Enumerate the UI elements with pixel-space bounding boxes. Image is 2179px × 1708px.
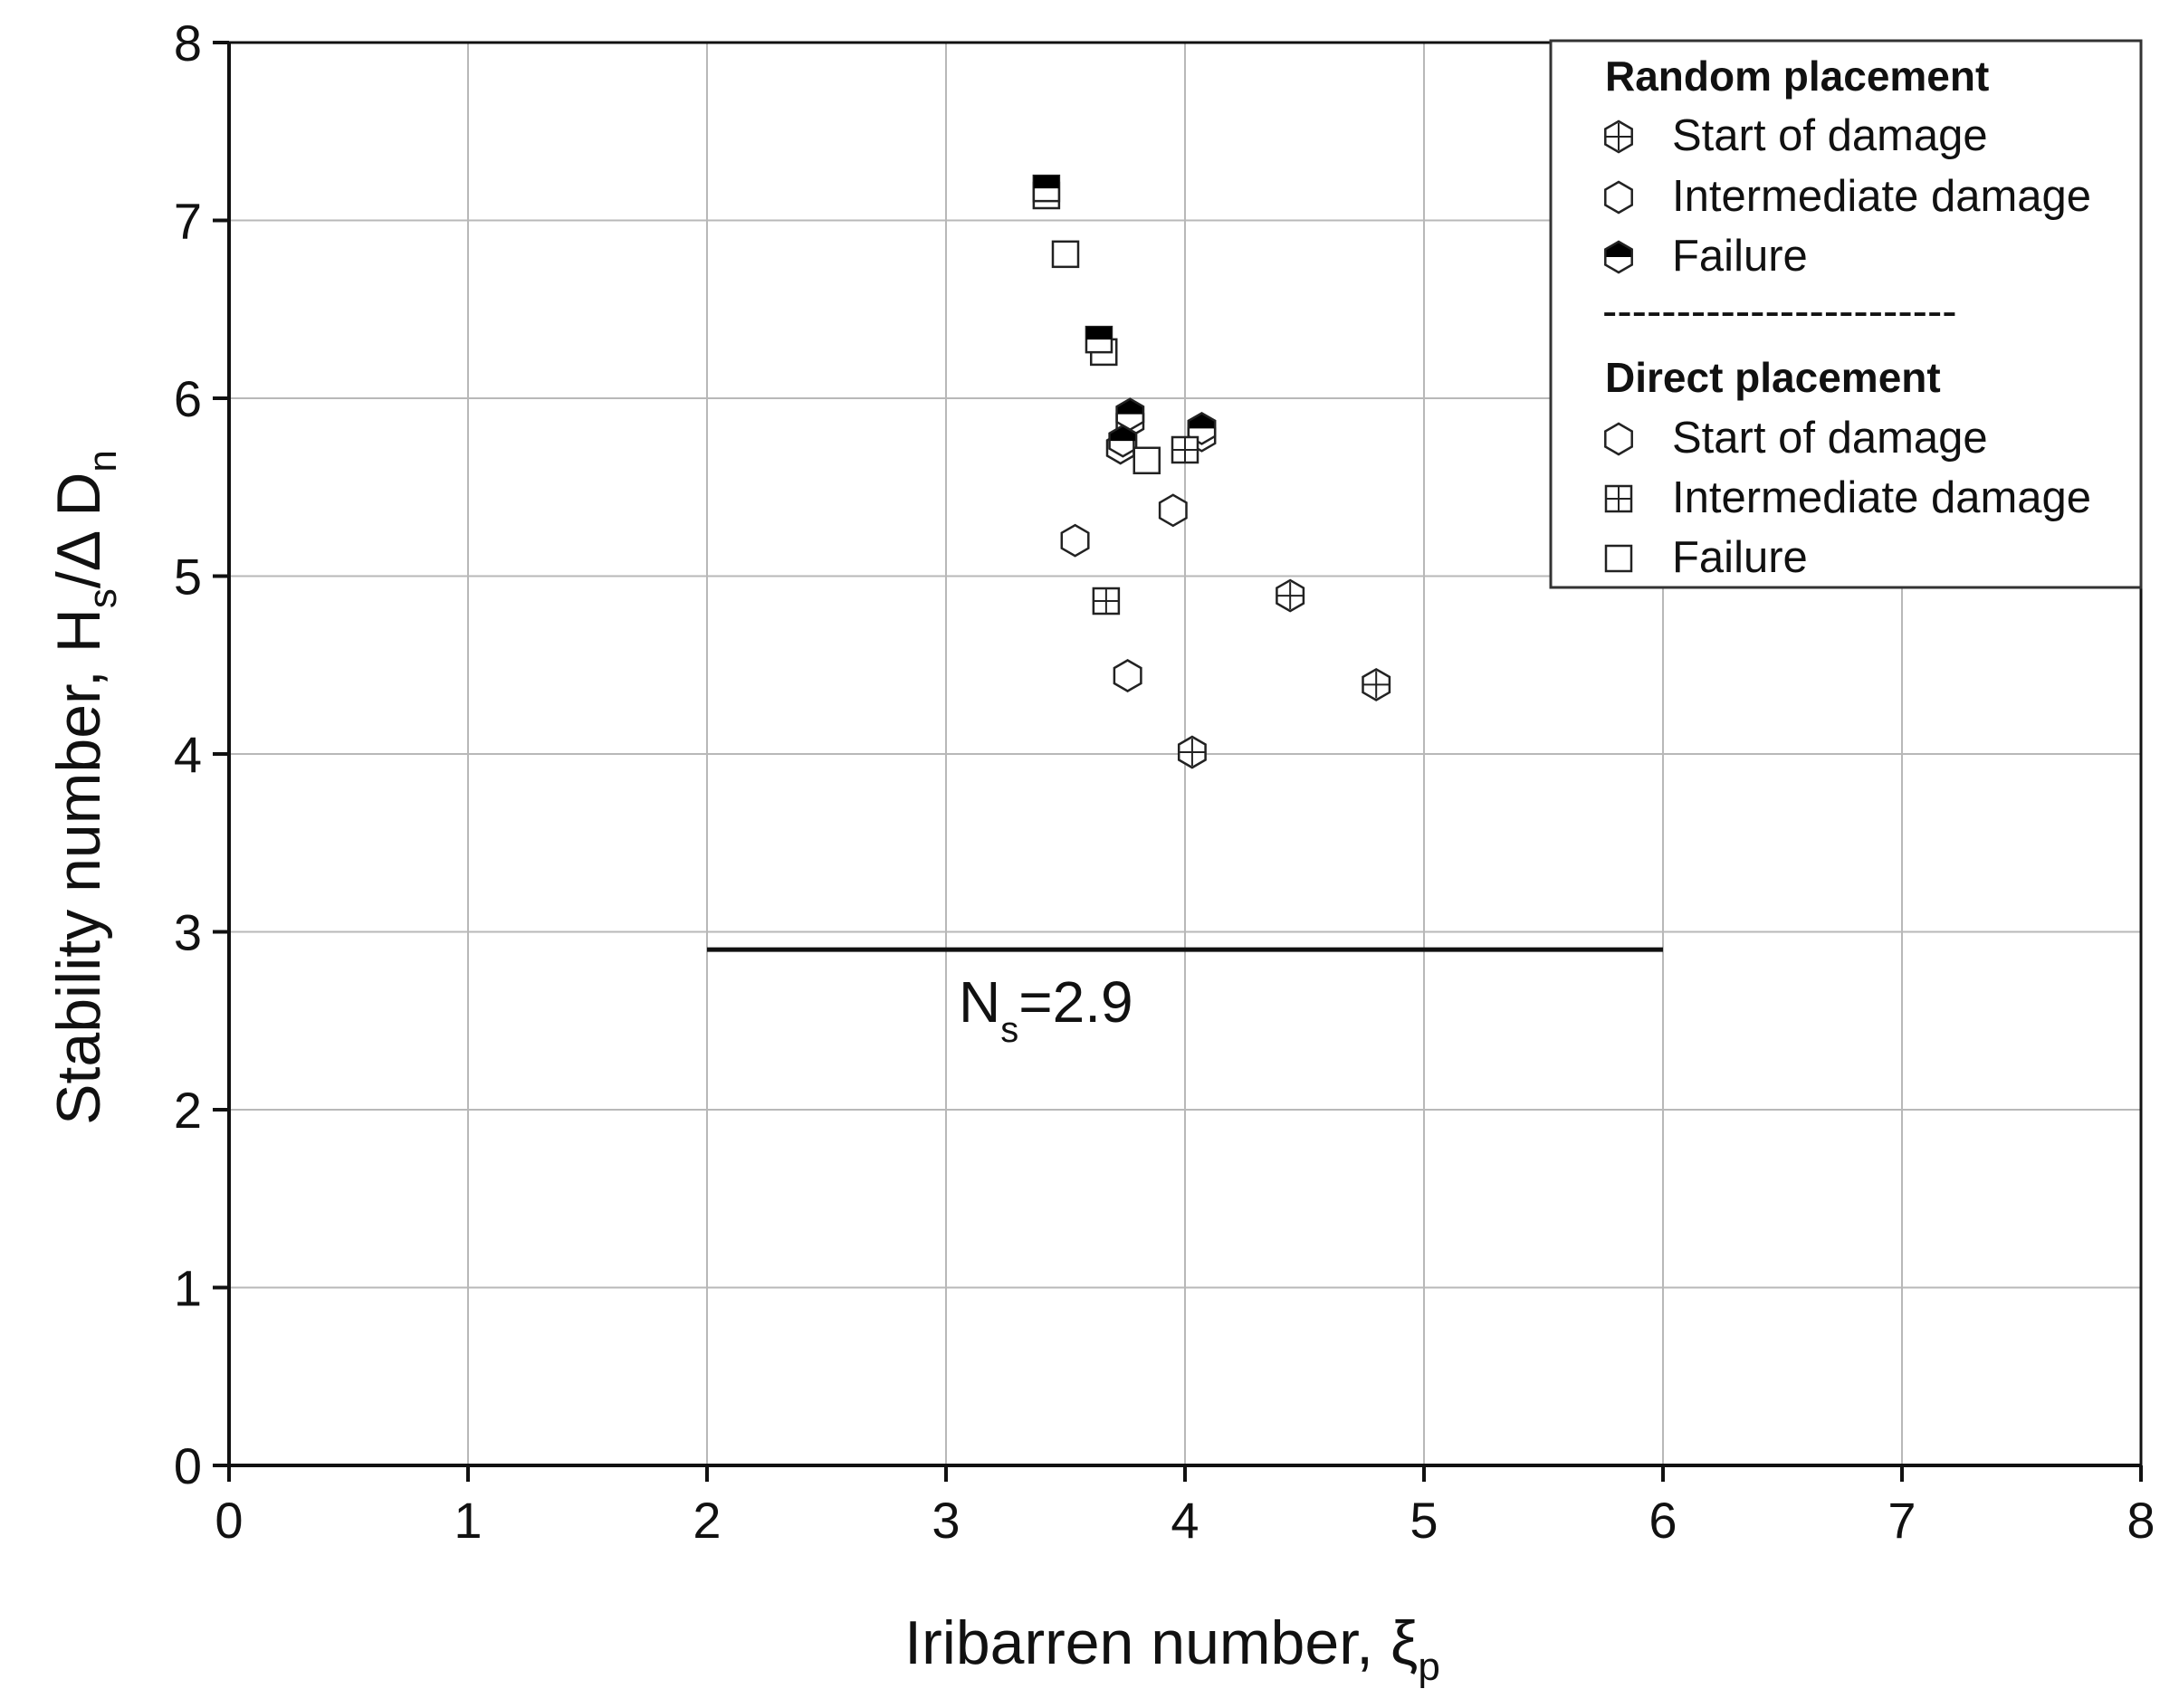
legend-heading-random: Random placement — [1605, 52, 1989, 100]
legend-label-random-failure: Failure — [1672, 232, 1808, 281]
legend-marker-direct-failure — [1604, 544, 1633, 573]
reference-line-label: Ns=2.9 — [959, 969, 1133, 1050]
legend-label-direct-start: Start of damage — [1672, 414, 1988, 463]
legend-marker-direct-start — [1604, 422, 1633, 456]
marker-square — [1051, 240, 1080, 269]
marker-hexagon — [1604, 422, 1633, 456]
x-tick-label: 1 — [454, 1492, 482, 1549]
data-point — [1187, 411, 1217, 445]
marker-hexagon — [1060, 523, 1090, 558]
marker-fill — [1085, 327, 1112, 340]
y-tick-label: 4 — [174, 726, 202, 783]
y-tick-label: 1 — [174, 1260, 202, 1317]
legend-marker-direct-intermediate — [1604, 484, 1633, 513]
legend-separator: ------------------------ — [1602, 287, 1957, 336]
data-point — [1177, 735, 1207, 769]
data-points — [1032, 174, 1391, 769]
y-tick-label: 8 — [174, 14, 202, 72]
marker-hexagon — [1604, 180, 1633, 215]
legend-box — [1549, 39, 2143, 589]
legend-label-random-start: Start of damage — [1672, 111, 1988, 160]
y-tick-label: 7 — [174, 193, 202, 250]
data-point — [1060, 523, 1090, 558]
marker-square — [1604, 544, 1633, 573]
data-point — [1051, 240, 1080, 269]
data-point — [1158, 493, 1188, 528]
data-point — [1032, 174, 1061, 203]
marker-hexagon — [1158, 493, 1188, 528]
y-tick-label: 3 — [174, 904, 202, 961]
y-tick-label: 2 — [174, 1082, 202, 1139]
data-point — [1171, 435, 1199, 464]
y-tick-label: 0 — [174, 1437, 202, 1494]
x-tick-label: 4 — [1171, 1492, 1199, 1549]
legend-heading-direct: Direct placement — [1605, 354, 1941, 401]
legend-marker-random-failure — [1604, 240, 1633, 274]
x-axis-title: Iribarren number, ξp — [904, 1608, 1440, 1689]
x-tick-label: 2 — [693, 1492, 721, 1549]
reference-line-group: Ns=2.9 — [707, 947, 1663, 1050]
marker-hexagon — [1113, 659, 1142, 692]
marker-hexagon — [1108, 424, 1138, 458]
x-tick-label: 8 — [2126, 1492, 2155, 1549]
marker-hexagon — [1604, 240, 1633, 274]
data-point — [1133, 446, 1161, 475]
legend: Random placement Start of damage Interme… — [1549, 39, 2143, 589]
legend-marker-random-intermediate — [1604, 180, 1633, 215]
legend-label-random-intermediate: Intermediate damage — [1672, 172, 2091, 221]
x-tick-label: 3 — [932, 1492, 960, 1549]
x-tick-label: 6 — [1649, 1492, 1677, 1549]
data-point — [1276, 578, 1305, 613]
marker-hexagon — [1187, 411, 1217, 445]
marker-hexagon — [1115, 397, 1145, 432]
data-point — [1113, 659, 1142, 692]
x-tick-label: 7 — [1888, 1492, 1916, 1549]
legend-marker-random-start — [1604, 119, 1633, 154]
x-tick-label: 5 — [1410, 1492, 1438, 1549]
marker-square — [1133, 446, 1161, 475]
y-tick-label: 6 — [174, 370, 202, 427]
data-point — [1362, 667, 1391, 701]
data-point — [1092, 587, 1121, 615]
legend-label-direct-intermediate: Intermediate damage — [1672, 473, 2091, 522]
data-point — [1115, 397, 1145, 432]
data-point — [1085, 325, 1113, 354]
tick-labels: 0 1 2 3 4 5 6 7 8 0 1 2 3 4 5 6 7 8 — [174, 14, 2155, 1549]
legend-label-direct-failure: Failure — [1672, 533, 1808, 582]
y-tick-label: 5 — [174, 549, 202, 606]
y-axis-title: Stability number, Hs/Δ Dn — [44, 450, 125, 1125]
x-tick-label: 0 — [215, 1492, 243, 1549]
marker-fill — [1033, 176, 1059, 189]
